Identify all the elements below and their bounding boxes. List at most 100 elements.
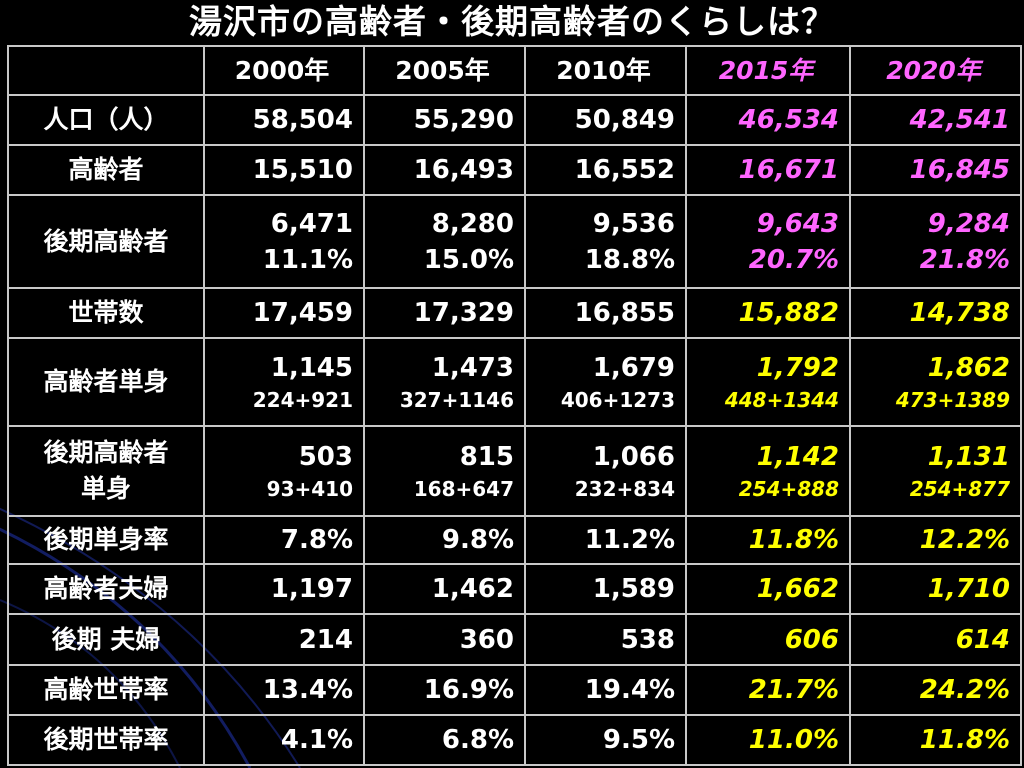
cell-value: 538 bbox=[524, 613, 687, 666]
cell-value: 16,552 bbox=[524, 144, 687, 197]
cell-main: 1,679 bbox=[592, 352, 675, 383]
header-2020: 2020年 bbox=[849, 44, 1022, 97]
table-row-elderly: 高齢者 15,510 16,493 16,552 16,671 16,845 bbox=[7, 144, 1022, 197]
cell-value: 11.0% bbox=[685, 713, 851, 767]
cell-sub: 254+877 bbox=[909, 477, 1010, 502]
table-row-late-elderly: 後期高齢者 6,471 11.1% 8,280 15.0% 9,536 18.8% 9… bbox=[7, 194, 1022, 289]
cell-main: 9,536 bbox=[592, 208, 675, 239]
cell-sub: 15.0% bbox=[423, 244, 514, 275]
cell-value: 11.8% bbox=[849, 713, 1022, 767]
row-label: 後期高齢者 bbox=[7, 194, 205, 289]
cell-value: 58,504 bbox=[203, 94, 365, 147]
cell-main: 1,142 bbox=[756, 442, 839, 473]
cell-value: 360 bbox=[363, 613, 526, 666]
cell-value: 16,855 bbox=[524, 286, 687, 339]
row-label: 後期単身率 bbox=[7, 515, 205, 566]
row-label: 世帯数 bbox=[7, 286, 205, 339]
cell-main: 1,473 bbox=[431, 352, 514, 383]
cell-main: 1,131 bbox=[927, 442, 1010, 473]
cell-value: 14,738 bbox=[849, 286, 1022, 339]
header-2015: 2015年 bbox=[685, 44, 851, 97]
row-label: 高齢者 bbox=[7, 144, 205, 197]
row-label: 後期高齢者 単身 bbox=[7, 424, 205, 518]
table-row-households: 世帯数 17,459 17,329 16,855 15,882 14,738 bbox=[7, 286, 1022, 339]
cell-value: 4.1% bbox=[203, 713, 365, 767]
cell-sub: 11.1% bbox=[262, 244, 353, 275]
cell-value: 1,066 232+834 bbox=[524, 424, 687, 518]
cell-value: 1,131 254+877 bbox=[849, 424, 1022, 518]
cell-main: 1,145 bbox=[270, 352, 353, 383]
cell-value: 17,329 bbox=[363, 286, 526, 339]
cell-value: 1,589 bbox=[524, 563, 687, 616]
cell-value: 1,862 473+1389 bbox=[849, 336, 1022, 427]
cell-value: 17,459 bbox=[203, 286, 365, 339]
cell-value: 50,849 bbox=[524, 94, 687, 147]
cell-value: 46,534 bbox=[685, 94, 851, 147]
cell-value: 12.2% bbox=[849, 515, 1022, 566]
cell-value: 6.8% bbox=[363, 713, 526, 767]
cell-sub: 473+1389 bbox=[895, 387, 1010, 412]
cell-main: 503 bbox=[298, 442, 353, 473]
header-2005: 2005年 bbox=[363, 44, 526, 97]
cell-value: 6,471 11.1% bbox=[203, 194, 365, 289]
cell-value: 1,662 bbox=[685, 563, 851, 616]
cell-value: 11.8% bbox=[685, 515, 851, 566]
cell-value: 1,679 406+1273 bbox=[524, 336, 687, 427]
header-2010: 2010年 bbox=[524, 44, 687, 97]
cell-sub: 254+888 bbox=[738, 477, 839, 502]
row-label: 人口（人） bbox=[7, 94, 205, 147]
table-row-late-couples: 後期 夫婦 214 360 538 606 614 bbox=[7, 613, 1022, 666]
table-row-elderly-couples: 高齢者夫婦 1,197 1,462 1,589 1,662 1,710 bbox=[7, 563, 1022, 616]
cell-value: 19.4% bbox=[524, 663, 687, 716]
cell-value: 16,493 bbox=[363, 144, 526, 197]
cell-value: 614 bbox=[849, 613, 1022, 666]
cell-main: 9,284 bbox=[927, 208, 1010, 239]
cell-sub: 168+647 bbox=[413, 477, 514, 502]
cell-sub: 406+1273 bbox=[560, 387, 675, 412]
cell-sub: 232+834 bbox=[574, 477, 675, 502]
header-2000: 2000年 bbox=[203, 44, 365, 97]
table-row-late-single-rate: 後期単身率 7.8% 9.8% 11.2% 11.8% 12.2% bbox=[7, 515, 1022, 566]
row-label: 後期 夫婦 bbox=[7, 613, 205, 666]
cell-value: 9,643 20.7% bbox=[685, 194, 851, 289]
cell-value: 815 168+647 bbox=[363, 424, 526, 518]
cell-main: 1,862 bbox=[927, 352, 1010, 383]
cell-main: 1,066 bbox=[592, 442, 675, 473]
page-title: 湯沢市の高齢者・後期高齢者のくらしは？ bbox=[189, 2, 835, 41]
table-row-elderly-single: 高齢者単身 1,145 224+921 1,473 327+1146 1,679 40… bbox=[7, 336, 1022, 427]
cell-value: 16,845 bbox=[849, 144, 1022, 197]
cell-value: 1,473 327+1146 bbox=[363, 336, 526, 427]
header-row: 2000年 2005年 2010年 2015年 2020年 bbox=[7, 44, 1022, 97]
cell-value: 24.2% bbox=[849, 663, 1022, 716]
table-row-late-elderly-single: 後期高齢者 単身 503 93+410 815 168+647 1,066 232+83… bbox=[7, 424, 1022, 518]
cell-value: 16.9% bbox=[363, 663, 526, 716]
cell-value: 503 93+410 bbox=[203, 424, 365, 518]
cell-sub: 224+921 bbox=[252, 387, 353, 412]
cell-main: 8,280 bbox=[431, 208, 514, 239]
cell-value: 16,671 bbox=[685, 144, 851, 197]
table-row-late-household-rate: 後期世帯率 4.1% 6.8% 9.5% 11.0% 11.8% bbox=[7, 713, 1022, 767]
cell-sub: 18.8% bbox=[584, 244, 675, 275]
cell-value: 1,710 bbox=[849, 563, 1022, 616]
header-blank-cell bbox=[7, 44, 205, 97]
row-label: 高齢者夫婦 bbox=[7, 563, 205, 616]
cell-value: 1,142 254+888 bbox=[685, 424, 851, 518]
cell-value: 1,145 224+921 bbox=[203, 336, 365, 427]
cell-value: 1,792 448+1344 bbox=[685, 336, 851, 427]
cell-value: 9,536 18.8% bbox=[524, 194, 687, 289]
data-table: 2000年 2005年 2010年 2015年 2020年 人口（人） 58,5… bbox=[7, 44, 1022, 767]
cell-value: 9.5% bbox=[524, 713, 687, 767]
cell-main: 6,471 bbox=[270, 208, 353, 239]
cell-value: 7.8% bbox=[203, 515, 365, 566]
row-label-line2: 単身 bbox=[80, 474, 131, 504]
cell-sub: 21.8% bbox=[919, 244, 1010, 275]
cell-sub: 20.7% bbox=[748, 244, 839, 275]
row-label: 後期世帯率 bbox=[7, 713, 205, 767]
cell-main: 9,643 bbox=[756, 208, 839, 239]
cell-value: 1,197 bbox=[203, 563, 365, 616]
cell-value: 42,541 bbox=[849, 94, 1022, 147]
cell-value: 15,882 bbox=[685, 286, 851, 339]
table-row-population: 人口（人） 58,504 55,290 50,849 46,534 42,541 bbox=[7, 94, 1022, 147]
cell-sub: 327+1146 bbox=[399, 387, 514, 412]
table-row-elderly-household-rate: 高齢世帯率 13.4% 16.9% 19.4% 21.7% 24.2% bbox=[7, 663, 1022, 716]
